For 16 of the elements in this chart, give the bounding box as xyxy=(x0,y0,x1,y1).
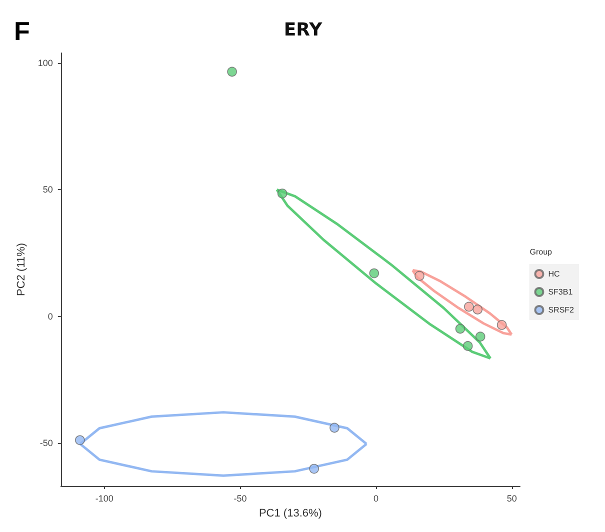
x-tick-label: -50 xyxy=(234,494,247,504)
x-tick-label: 0 xyxy=(374,494,379,504)
x-tick-label: 50 xyxy=(506,494,517,504)
chart-title: ERY xyxy=(284,20,324,40)
legend-label: SRSF2 xyxy=(548,306,575,314)
legend-title: Group xyxy=(530,248,553,256)
legend-label: SF3B1 xyxy=(548,288,574,296)
y-tick-label: -50 xyxy=(40,438,53,448)
y-axis-title: PC2 (11%) xyxy=(16,243,28,296)
x-axis-title: PC1 (13.6%) xyxy=(258,508,322,520)
legend-label: HC xyxy=(548,270,560,278)
y-tick-label: 50 xyxy=(42,184,53,195)
x-tick-label: -100 xyxy=(95,494,114,504)
y-tick-label: 0 xyxy=(48,311,53,322)
y-tick-label: 100 xyxy=(38,58,53,68)
text: F xyxy=(14,16,30,46)
